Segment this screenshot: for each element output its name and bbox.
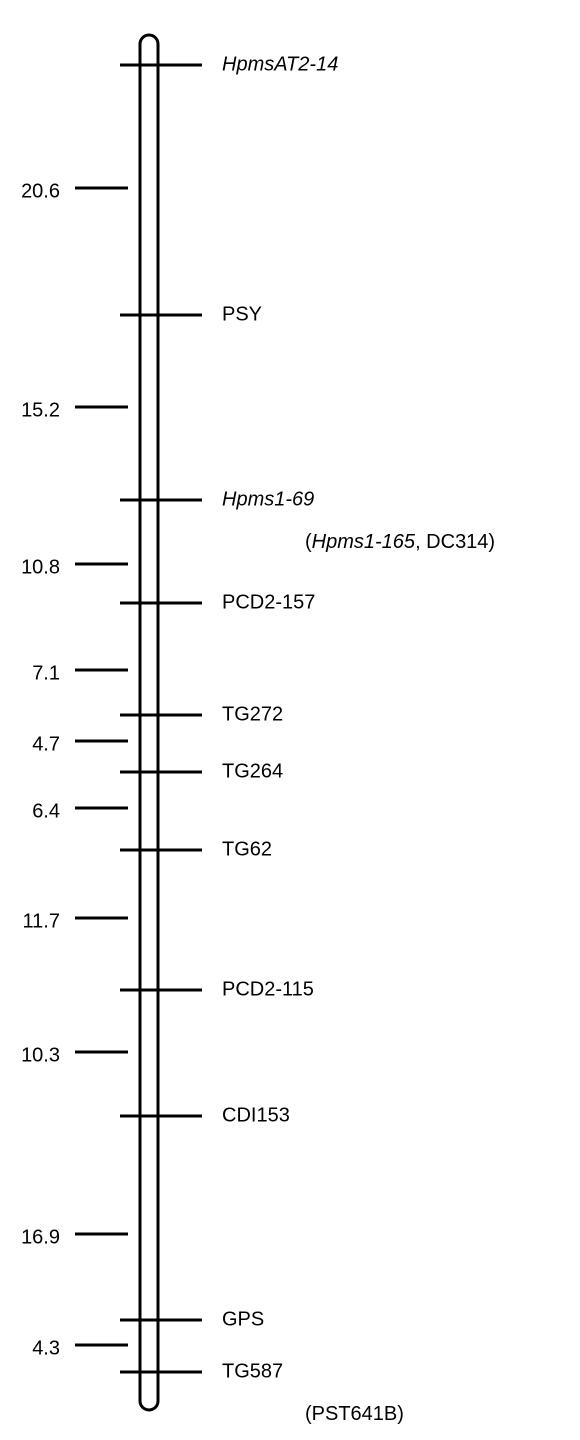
marker-note: (Hpms1-165, DC314) [305, 531, 495, 553]
distance-label: 20.6 [21, 180, 60, 202]
note-part: Hpms1-165 [312, 531, 416, 553]
distance-label: 4.7 [32, 733, 60, 755]
distance-label: 11.7 [23, 910, 60, 932]
marker-label: TG264 [222, 760, 283, 782]
note-part: , DC314) [415, 531, 495, 553]
distance-label: 10.8 [21, 556, 60, 578]
distance-label: 15.2 [21, 399, 60, 421]
marker-label: CDI153 [222, 1104, 290, 1126]
marker-label: PCD2-157 [222, 591, 315, 613]
marker-label: PSY [222, 303, 262, 325]
marker-label: Hpms1-69 [222, 488, 314, 510]
distance-label: 4.3 [32, 1337, 60, 1359]
marker-label: TG62 [222, 838, 272, 860]
marker-label: GPS [222, 1308, 264, 1330]
distance-label: 10.3 [21, 1044, 60, 1066]
chromosome [138, 33, 160, 1412]
note-part: (PST641B) [305, 1403, 404, 1425]
note-part: ( [305, 531, 312, 553]
marker-label: TG272 [222, 703, 283, 725]
marker-label: PCD2-115 [222, 978, 314, 1000]
marker-label: TG587 [222, 1360, 283, 1382]
distance-label: 16.9 [21, 1226, 60, 1248]
distance-label: 7.1 [32, 662, 60, 684]
marker-note: (PST641B) [305, 1403, 404, 1425]
marker-label: HpmsAT2-14 [222, 53, 338, 75]
distance-label: 6.4 [32, 800, 60, 822]
